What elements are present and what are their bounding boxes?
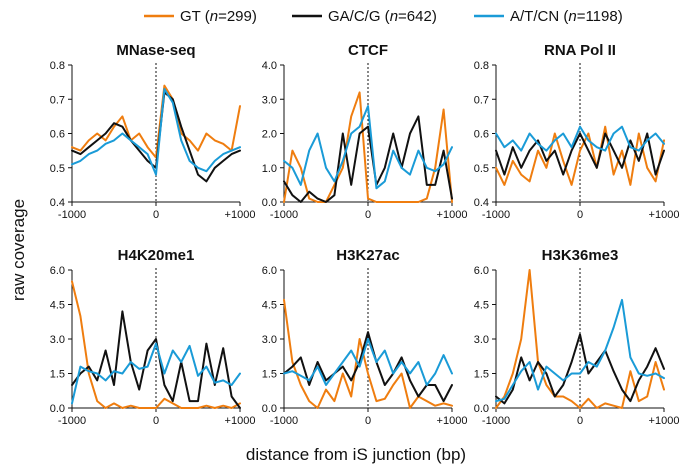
legend-entry-atcn: A/T/CN (n=1198) — [474, 8, 623, 25]
series-line-a-t-cn — [283, 338, 453, 386]
legend-entry-gt: GT (n=299) — [144, 8, 257, 25]
y-tick-label: 3.0 — [262, 334, 277, 346]
panels: MNase-seq 0.4 0.5 0.6 0.7 0.8 -1000 0 +1000 CTCF 0… — [50, 42, 680, 427]
legend-entry-text: A/T/CN (n=1198) — [510, 8, 623, 25]
x-tick-label: 0 — [365, 415, 371, 427]
x-tick-label: +1000 — [649, 209, 680, 221]
y-tick-label: 6.0 — [50, 265, 65, 277]
legend-entry-gacg: GA/C/G (n=642) — [292, 8, 437, 25]
y-tick-label: 0.7 — [50, 94, 65, 106]
y-tick-label: 4.0 — [262, 60, 277, 72]
y-tick-label: 1.5 — [262, 369, 277, 381]
y-tick-label: 0.5 — [50, 163, 65, 175]
x-tick-label: -1000 — [270, 209, 298, 221]
x-axis-label: distance from iS junction (bp) — [246, 445, 466, 464]
legend-entry-text: GA/C/G (n=642) — [328, 8, 437, 25]
chart-panel-rna-pol-ii: RNA Pol II 0.4 0.5 0.6 0.7 0.8 -1000 0 +1000 — [474, 42, 680, 221]
y-tick-label: 0.8 — [474, 60, 489, 72]
y-tick-label: 0.0 — [50, 403, 65, 415]
y-tick-label: 0.0 — [262, 197, 277, 209]
y-tick-label: 0.4 — [474, 197, 489, 209]
y-tick-label: 0.0 — [474, 403, 489, 415]
x-tick-label: 0 — [577, 209, 583, 221]
x-tick-label: -1000 — [58, 209, 86, 221]
legend-n-label: n — [390, 8, 398, 25]
series-line-a-t-cn — [495, 125, 665, 152]
x-tick-label: +1000 — [437, 209, 468, 221]
series-line-a-t-cn — [71, 342, 241, 405]
y-tick-label: 0.6 — [50, 129, 65, 141]
x-tick-label: +1000 — [649, 415, 680, 427]
y-tick-label: 4.5 — [50, 300, 65, 312]
series-line-gt — [283, 298, 453, 409]
legend-label: GA/C/G — [328, 8, 381, 25]
panel-title: H3K27ac — [336, 247, 399, 264]
x-tick-label: 0 — [153, 209, 159, 221]
y-tick-label: 3.0 — [262, 94, 277, 106]
series-line-ga-c-g — [495, 132, 665, 176]
y-tick-label: 0.5 — [474, 163, 489, 175]
chart-panel-h4k20me1: H4K20me1 0.0 1.5 3.0 4.5 6.0 -1000 0 +1000 — [50, 247, 256, 427]
series-line-a-t-cn — [495, 298, 665, 403]
series-line-a-t-cn — [283, 105, 453, 190]
y-tick-label: 3.0 — [50, 334, 65, 346]
panel-title: H3K36me3 — [542, 247, 619, 264]
y-tick-label: 3.0 — [474, 334, 489, 346]
series-line-ga-c-g — [283, 331, 453, 403]
panel-title: CTCF — [348, 42, 388, 59]
x-tick-label: -1000 — [270, 415, 298, 427]
legend-n-value: =1198) — [577, 8, 623, 25]
x-tick-label: +1000 — [225, 415, 256, 427]
y-tick-label: 4.5 — [262, 300, 277, 312]
panel-title: RNA Pol II — [544, 42, 616, 59]
legend-entry-text: GT (n=299) — [180, 8, 257, 25]
y-axis-label: raw coverage — [9, 199, 28, 301]
legend-n-value: =642) — [398, 8, 437, 25]
x-tick-label: +1000 — [225, 209, 256, 221]
x-tick-label: 0 — [365, 209, 371, 221]
y-tick-label: 0.8 — [50, 60, 65, 72]
x-tick-label: -1000 — [482, 415, 510, 427]
chart-panel-ctcf: CTCF 0.0 1.0 2.0 3.0 4.0 -1000 0 +1000 — [262, 42, 468, 221]
chart-panel-mnase-seq: MNase-seq 0.4 0.5 0.6 0.7 0.8 -1000 0 +1000 — [50, 42, 256, 221]
series-line-gt — [283, 91, 453, 203]
x-tick-label: 0 — [153, 415, 159, 427]
series-line-gt — [495, 269, 665, 409]
y-tick-label: 0.7 — [474, 94, 489, 106]
y-tick-label: 6.0 — [474, 265, 489, 277]
legend-n-label: n — [568, 8, 576, 25]
y-tick-label: 2.0 — [262, 129, 277, 141]
y-tick-label: 1.5 — [50, 369, 65, 381]
y-tick-label: 0.4 — [50, 197, 65, 209]
y-tick-label: 0.6 — [474, 129, 489, 141]
panel-title: H4K20me1 — [118, 247, 195, 264]
y-tick-label: 1.5 — [474, 369, 489, 381]
x-tick-label: -1000 — [58, 415, 86, 427]
legend-label: A/T/CN — [510, 8, 559, 25]
legend-n-label: n — [210, 8, 218, 25]
legend-label: GT — [180, 8, 201, 25]
series-line-gt — [71, 280, 241, 409]
legend: GT (n=299) GA/C/G (n=642) A/T/CN (n=1198… — [144, 8, 623, 25]
y-tick-label: 1.0 — [262, 163, 277, 175]
series-line-ga-c-g — [71, 310, 241, 409]
series-line-ga-c-g — [495, 333, 665, 405]
series-line-gt — [495, 125, 665, 186]
series-line-a-t-cn — [71, 88, 241, 176]
x-tick-label: 0 — [577, 415, 583, 427]
y-tick-label: 6.0 — [262, 265, 277, 277]
y-tick-label: 4.5 — [474, 300, 489, 312]
chart-panel-h3k36me3: H3K36me3 0.0 1.5 3.0 4.5 6.0 -1000 0 +1000 — [474, 247, 680, 427]
x-tick-label: -1000 — [482, 209, 510, 221]
panel-title: MNase-seq — [116, 42, 195, 59]
series-line-gt — [71, 84, 241, 159]
x-tick-label: +1000 — [437, 415, 468, 427]
y-tick-label: 0.0 — [262, 403, 277, 415]
chart-panel-h3k27ac: H3K27ac 0.0 1.5 3.0 4.5 6.0 -1000 0 +1000 — [262, 247, 468, 427]
legend-n-value: =299) — [218, 8, 257, 25]
